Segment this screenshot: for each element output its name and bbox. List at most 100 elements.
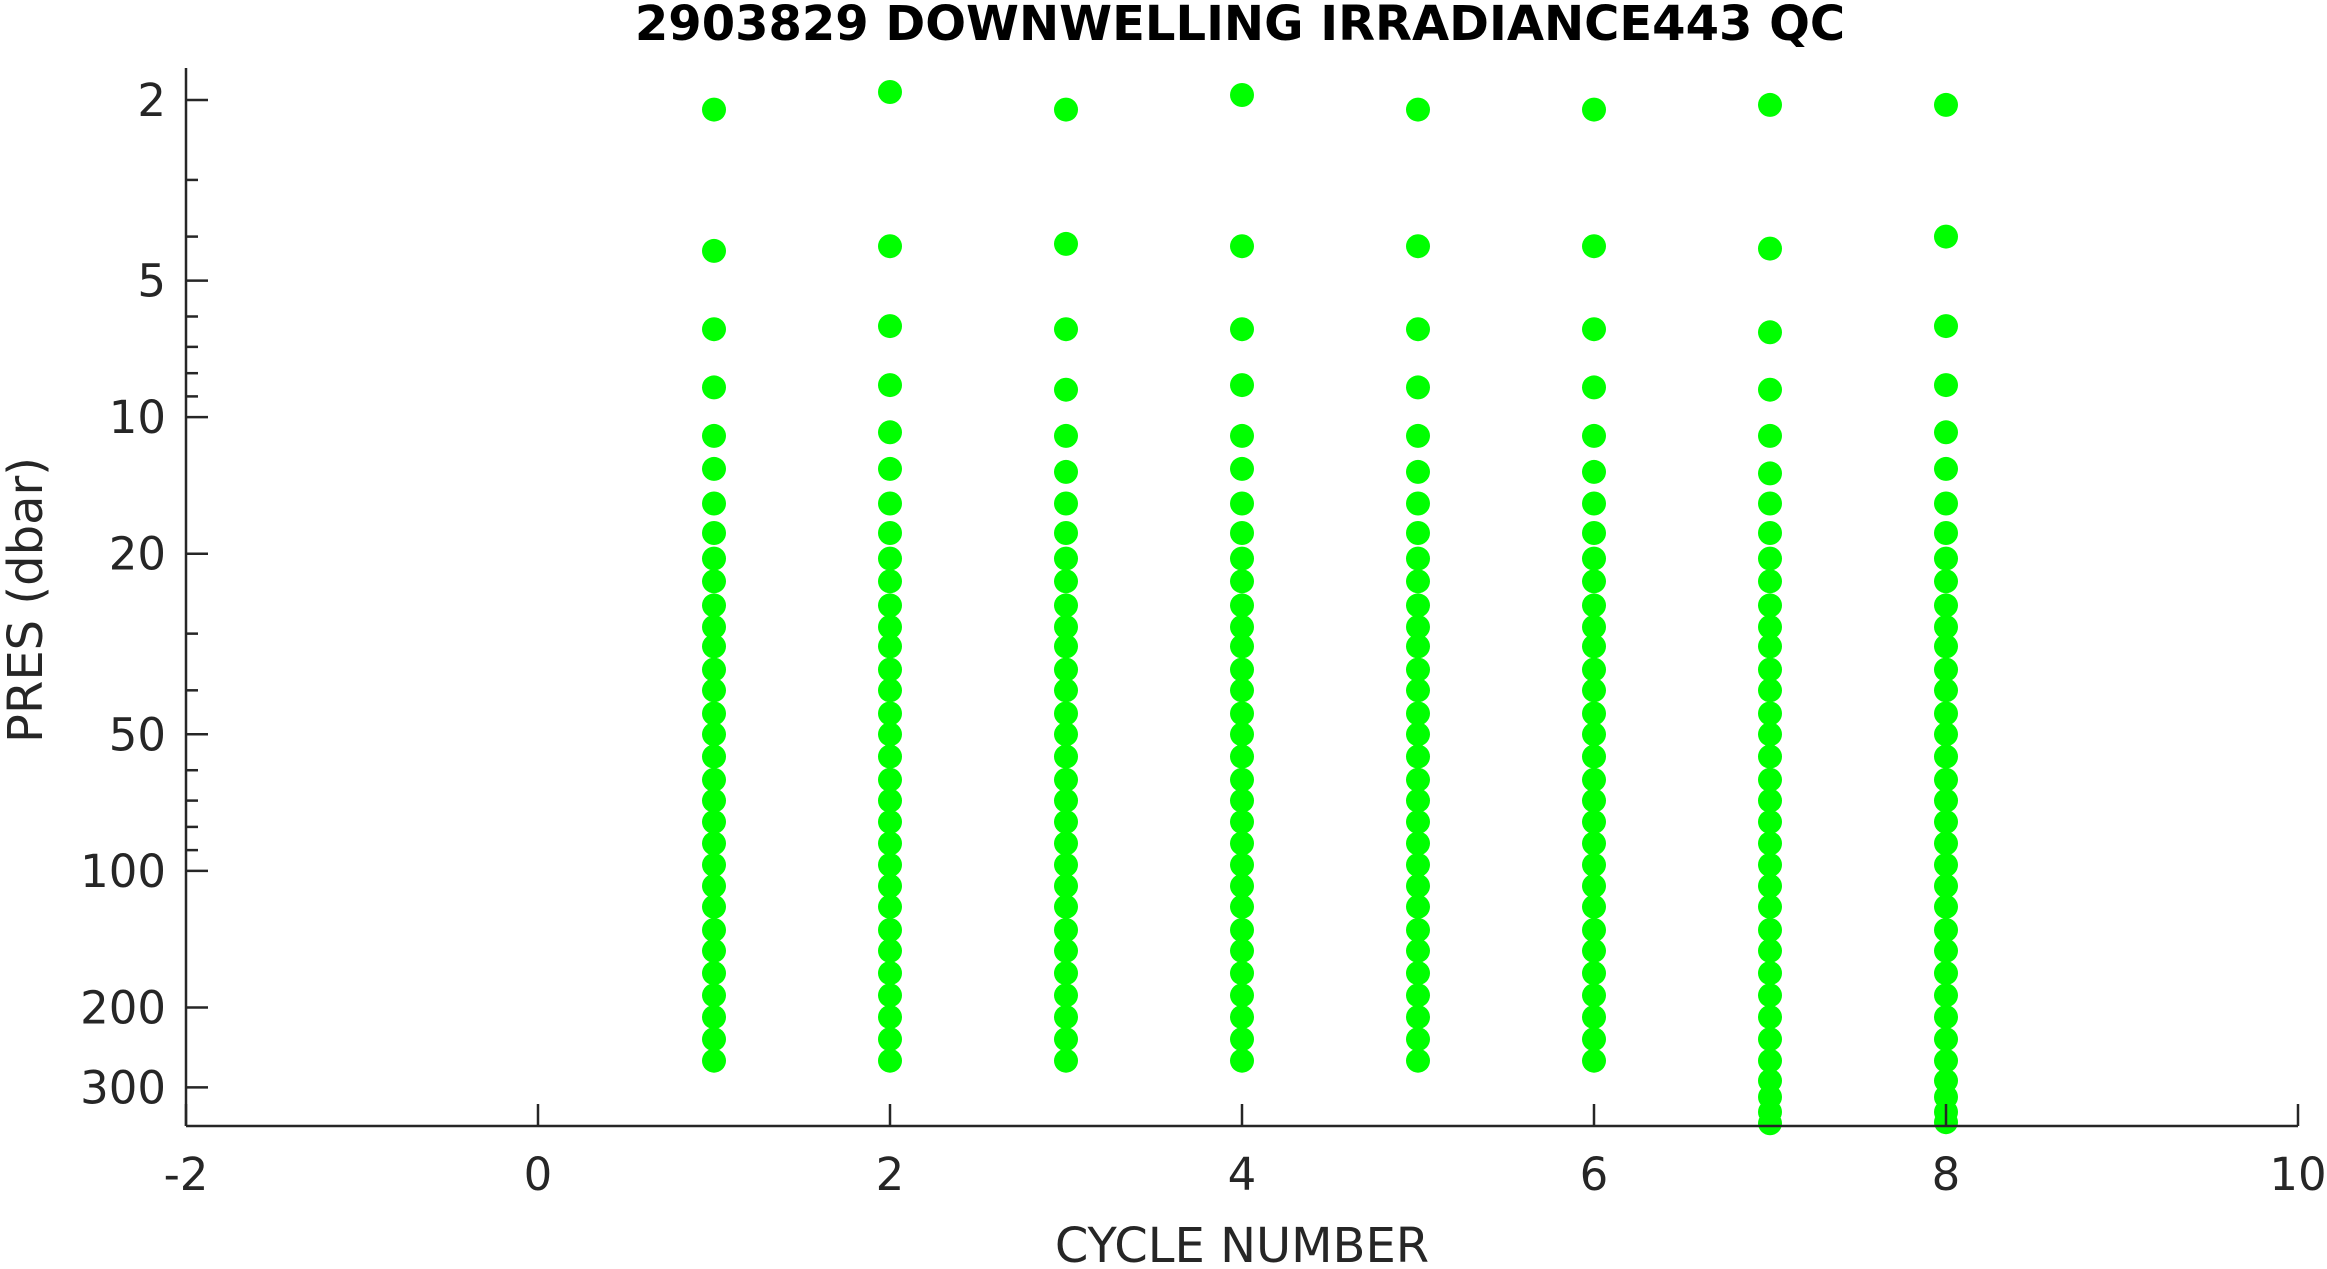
data-point (702, 615, 726, 639)
data-point (878, 234, 902, 259)
y-tick-label: 300 (80, 1061, 166, 1114)
data-point (1406, 678, 1430, 703)
data-point (1934, 491, 1958, 516)
data-point (1406, 983, 1430, 1008)
data-point (1758, 722, 1782, 747)
data-point (1582, 459, 1606, 484)
data-point (1230, 1048, 1254, 1073)
data-point (878, 314, 902, 339)
data-points (702, 80, 1958, 1136)
data-point (878, 938, 902, 963)
data-point (702, 317, 726, 342)
data-point (1758, 1048, 1782, 1073)
data-point (1758, 593, 1782, 618)
x-tick-label: -2 (164, 1148, 209, 1201)
data-point (1230, 569, 1254, 594)
data-point (1406, 569, 1430, 594)
data-point (1230, 521, 1254, 545)
data-point (702, 456, 726, 481)
data-point (1230, 983, 1254, 1008)
data-point (1406, 1005, 1430, 1030)
chart-title: 2903829 DOWNWELLING IRRADIANCE443 QC (635, 0, 1845, 52)
data-point (1582, 722, 1606, 747)
data-point (1758, 809, 1782, 834)
data-point (702, 767, 726, 792)
y-tick-label: 20 (109, 528, 166, 581)
data-point (1054, 546, 1078, 571)
data-point (878, 521, 902, 545)
data-point (1054, 459, 1078, 484)
data-point (702, 1005, 726, 1030)
data-point (1934, 678, 1958, 703)
y-tick-label: 100 (80, 845, 166, 898)
y-ticks: 2 5 10 20 50 100 200 300 (80, 74, 208, 1114)
data-point (1934, 657, 1958, 682)
data-point (1758, 678, 1782, 703)
data-point (1934, 373, 1958, 398)
data-point (1406, 894, 1430, 919)
data-point (702, 938, 726, 963)
data-point (1230, 809, 1254, 834)
data-point (1758, 1005, 1782, 1030)
data-point (1758, 491, 1782, 516)
data-point (1406, 546, 1430, 571)
y-tick-label: 2 (137, 74, 166, 127)
x-tick-label: 8 (1932, 1148, 1961, 1201)
data-point (1758, 831, 1782, 856)
data-point (1582, 744, 1606, 769)
data-point (1582, 375, 1606, 400)
data-point (1054, 569, 1078, 594)
data-point (1582, 97, 1606, 122)
data-point (878, 831, 902, 856)
data-point (1230, 938, 1254, 963)
data-point (1582, 234, 1606, 259)
data-point (1758, 377, 1782, 402)
data-point (1230, 615, 1254, 639)
data-point (878, 678, 902, 703)
data-point (1582, 546, 1606, 571)
data-point (702, 788, 726, 813)
data-point (878, 373, 902, 398)
data-point (878, 918, 902, 942)
data-point (702, 634, 726, 659)
data-point (1582, 894, 1606, 919)
data-point (1054, 317, 1078, 342)
data-point (1406, 701, 1430, 726)
data-point (1758, 92, 1782, 117)
y-tick-label: 200 (80, 981, 166, 1034)
data-point (1406, 767, 1430, 792)
data-point (1758, 546, 1782, 571)
data-point (1934, 831, 1958, 856)
data-point (1934, 894, 1958, 919)
data-point (1406, 375, 1430, 400)
data-point (1406, 831, 1430, 856)
data-point (1230, 788, 1254, 813)
data-point (702, 678, 726, 703)
data-point (1230, 722, 1254, 747)
x-tick-label: 10 (2269, 1148, 2326, 1201)
data-point (1758, 961, 1782, 986)
data-point (702, 961, 726, 986)
data-point (702, 874, 726, 898)
data-point (1230, 918, 1254, 942)
x-ticks: -2 0 2 4 6 8 10 (164, 1104, 2327, 1201)
data-point (878, 767, 902, 792)
data-point (1934, 874, 1958, 898)
data-point (702, 1048, 726, 1073)
data-point (878, 569, 902, 594)
data-point (702, 831, 726, 856)
data-point (878, 1005, 902, 1030)
data-point (1230, 831, 1254, 856)
data-point (1054, 377, 1078, 402)
data-point (1582, 491, 1606, 516)
data-point (1934, 1048, 1958, 1073)
data-point (1934, 593, 1958, 618)
data-point (1582, 983, 1606, 1008)
data-point (878, 80, 902, 104)
data-point (1934, 569, 1958, 594)
data-point (1758, 701, 1782, 726)
data-point (878, 809, 902, 834)
data-point (1934, 983, 1958, 1008)
data-point (1934, 788, 1958, 813)
